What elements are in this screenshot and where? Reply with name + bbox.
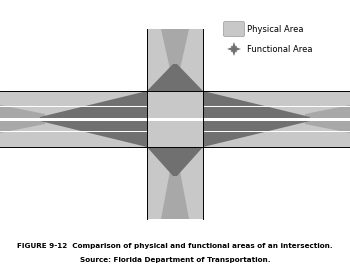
Polygon shape (147, 147, 203, 176)
Bar (147, 147, 203, 219)
Bar (147, 91, 203, 147)
Bar (0, 118, 350, 121)
Polygon shape (147, 64, 203, 91)
Polygon shape (305, 105, 350, 133)
Bar (0, 131, 147, 132)
Text: Source: Florida Department of Transportation.: Source: Florida Department of Transporta… (80, 257, 270, 263)
Bar (203, 91, 350, 147)
Polygon shape (161, 29, 189, 69)
Bar (0, 105, 147, 107)
Polygon shape (231, 46, 237, 52)
Text: Physical Area: Physical Area (247, 24, 303, 33)
Polygon shape (227, 47, 241, 52)
Text: Functional Area: Functional Area (247, 44, 313, 53)
Polygon shape (231, 42, 237, 56)
Bar (203, 105, 350, 107)
Polygon shape (161, 171, 189, 219)
Bar (147, 29, 203, 91)
Bar (0, 91, 147, 147)
Bar (203, 131, 350, 132)
Polygon shape (203, 91, 310, 147)
Text: FIGURE 9-12  Comparison of physical and functional areas of an intersection.: FIGURE 9-12 Comparison of physical and f… (17, 243, 333, 249)
Polygon shape (0, 105, 45, 133)
Polygon shape (40, 91, 147, 147)
Polygon shape (231, 46, 237, 52)
FancyBboxPatch shape (224, 21, 245, 36)
